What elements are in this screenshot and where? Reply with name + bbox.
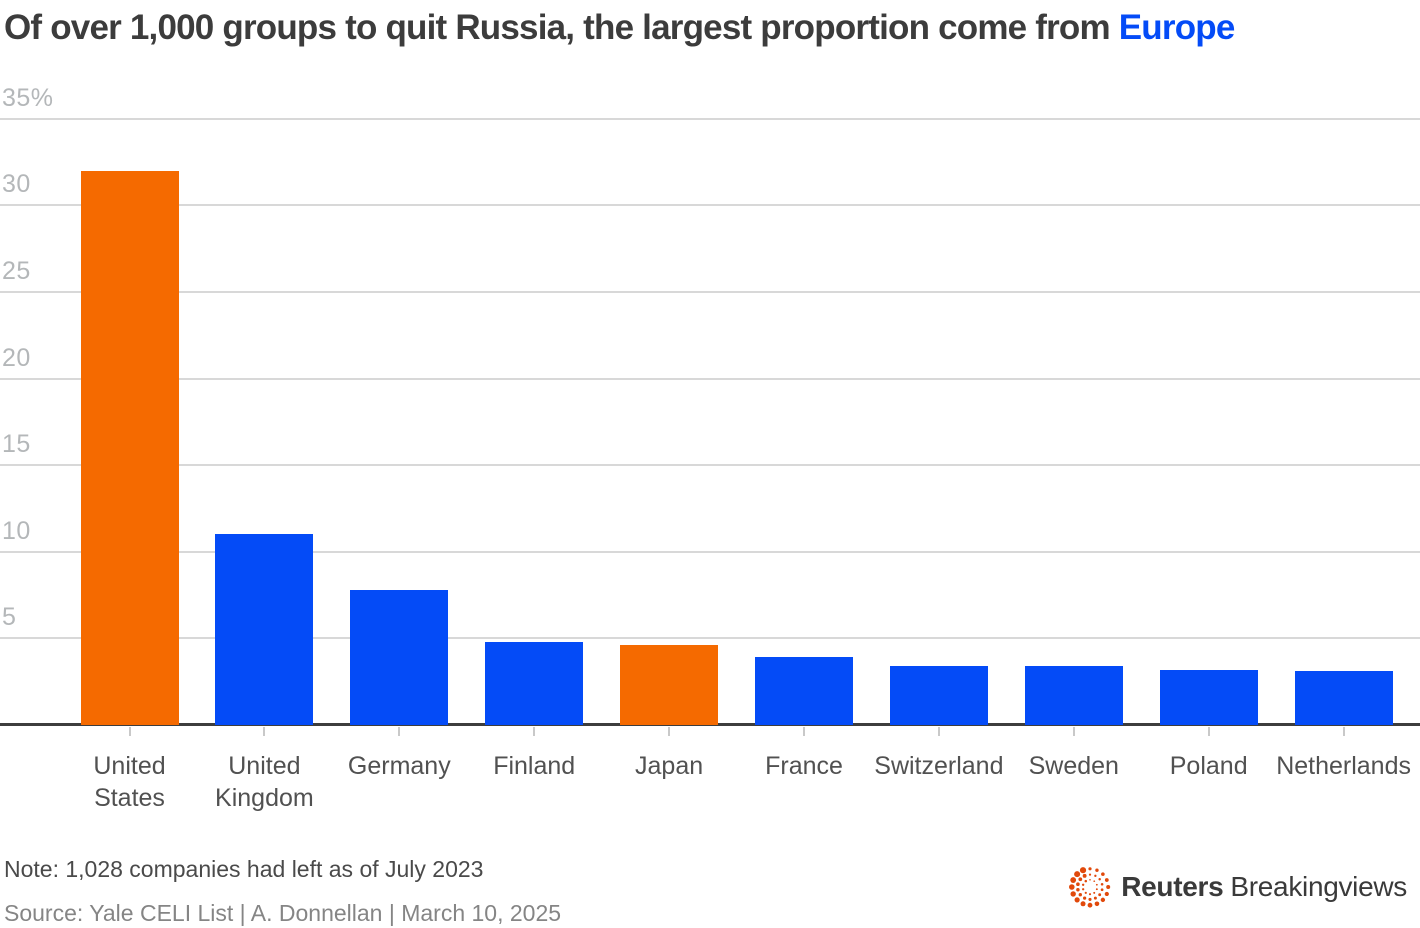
gridline-10 [0, 550, 1420, 553]
bar-netherlands [1294, 671, 1393, 725]
bar-japan [620, 645, 719, 725]
x-axis-tick-switzerland [937, 727, 940, 736]
chart-note: Note: 1,028 companies had left as of Jul… [4, 856, 484, 882]
reuters-dotted-circle-icon [1069, 867, 1111, 908]
brand-name-reuters: Reuters [1121, 871, 1224, 902]
chart-source: Source: Yale CELI List | A. Donnellan | … [4, 900, 562, 926]
chart-title-highlight: Europe [1118, 8, 1236, 47]
bar-poland [1159, 669, 1258, 725]
y-axis-label-20: 20 [2, 343, 31, 372]
chart-title-main: Of over 1,000 groups to quit Russia, the… [4, 8, 1111, 47]
x-axis-label-poland: Poland [1169, 752, 1248, 780]
bar-united-kingdom [215, 534, 314, 725]
gridline-30 [0, 204, 1420, 207]
x-axis-tick-finland [533, 727, 536, 736]
reuters-breakingviews-logo: Reuters Breakingviews [1067, 862, 1407, 912]
x-axis-tick-united-kingdom [263, 727, 266, 736]
x-axis-tick-united-states [128, 727, 131, 736]
y-axis-label-30: 30 [2, 170, 31, 199]
bar-germany [350, 589, 449, 725]
gridline-25 [0, 291, 1420, 293]
y-axis-label-25: 25 [2, 257, 31, 285]
chart-title: Of over 1,000 groups to quit Russia, the… [4, 8, 1235, 48]
x-axis-label-finland: Finland [493, 752, 576, 780]
x-axis-tick-netherlands [1342, 727, 1345, 736]
x-axis-label-united-states: United States [93, 752, 166, 812]
gridline-35 [0, 117, 1420, 120]
x-axis-tick-poland [1207, 727, 1210, 736]
gridline-20 [0, 377, 1420, 380]
y-axis-label-15: 15 [2, 430, 31, 459]
bar-france [755, 657, 853, 725]
x-axis-label-sweden: Sweden [1028, 752, 1119, 780]
x-axis-label-netherlands: Netherlands [1276, 752, 1411, 780]
bar-finland [485, 641, 584, 725]
bar-united-states [80, 170, 179, 725]
y-axis-label-5: 5 [2, 603, 17, 632]
x-axis-label-germany: Germany [347, 752, 451, 780]
brand-name-breakingviews: Breakingviews [1230, 871, 1407, 902]
x-axis-tick-france [803, 727, 805, 736]
bar-switzerland [889, 666, 988, 725]
x-axis-tick-germany [398, 727, 401, 736]
gridline-15 [0, 464, 1420, 467]
x-axis-label-japan: Japan [635, 752, 704, 780]
x-axis-label-france: France [765, 752, 843, 780]
bar-sweden [1024, 666, 1123, 725]
y-axis-label-10: 10 [2, 516, 31, 545]
x-axis-tick-sweden [1072, 727, 1075, 736]
y-axis-label-35: 35% [2, 83, 54, 112]
x-axis-label-united-kingdom: United Kingdom [215, 752, 314, 812]
gridline-5 [0, 637, 1420, 640]
x-axis-label-switzerland: Switzerland [874, 752, 1004, 780]
x-axis-tick-japan [668, 727, 671, 736]
